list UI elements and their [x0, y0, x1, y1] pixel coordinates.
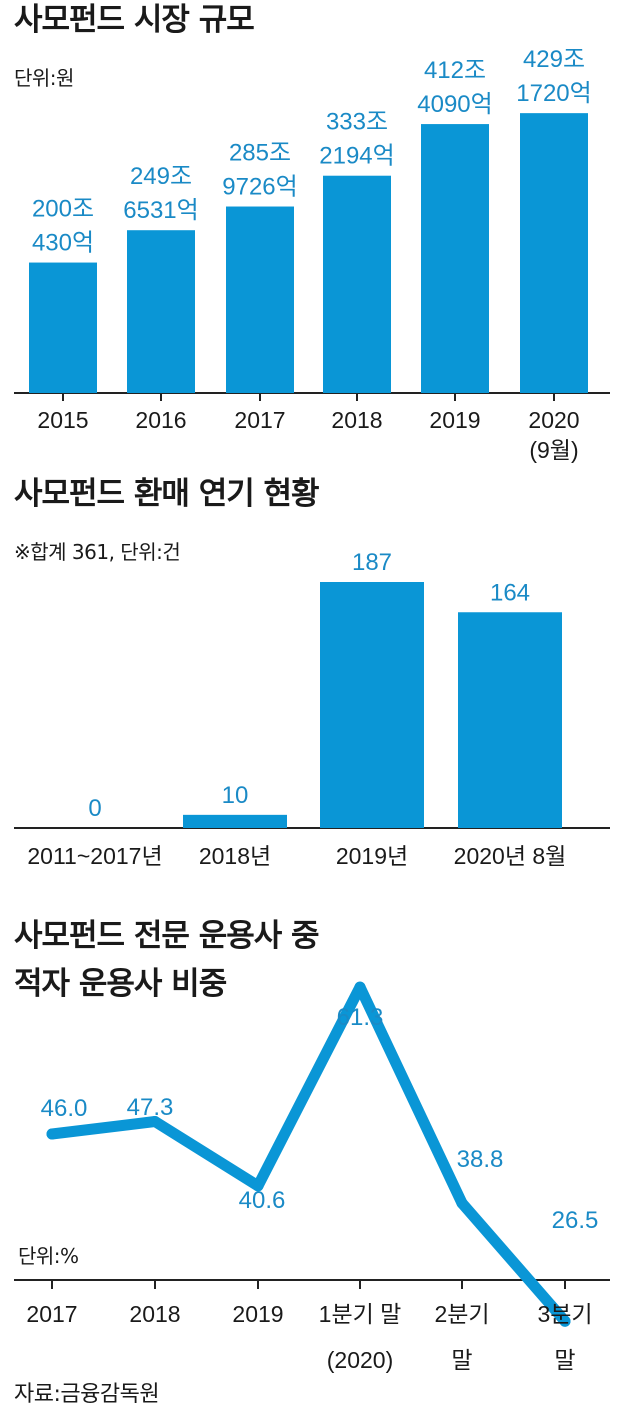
chart1-title: 사모펀드 시장 규모 [14, 2, 255, 38]
chart2-category-label-0: 2011~2017년 [27, 843, 162, 869]
chart1-category-label-2: 2017 [234, 407, 285, 433]
chart2-category-label-1: 2018년 [199, 843, 271, 869]
chart3-point-1 [149, 1116, 161, 1128]
chart2-value-label-1: 10 [222, 782, 249, 809]
chart2-value-label-3: 164 [490, 579, 530, 606]
chart1-category-label-0: 2015 [37, 407, 88, 433]
chart3-category-label-5: 말 [554, 1347, 575, 1373]
chart1-value-label-5: 429조 [523, 46, 585, 73]
chart1-value-label-4: 4090억 [417, 91, 492, 118]
chart1-bar-4 [421, 124, 489, 394]
chart1-value-label-2: 285조 [229, 140, 291, 167]
chart1-value-label-4: 412조 [424, 57, 486, 84]
chart3-point-5 [559, 1315, 571, 1327]
chart3-value-label-0: 46.0 [41, 1095, 88, 1122]
chart1-value-label-1: 249조 [130, 163, 192, 190]
chart3-category-label-1: 2018 [129, 1301, 180, 1327]
source-note: 자료:금융감독원 [14, 1382, 160, 1407]
chart3-series-line [46, 981, 571, 1327]
chart3-value-label-3: 61.3 [337, 1004, 384, 1031]
chart3-title-line2: 적자 운용사 비중 [14, 966, 227, 1002]
chart3-category-label-3: (2020) [327, 1347, 393, 1373]
chart1-bar-5 [520, 113, 588, 393]
chart2-bar-3 [458, 612, 562, 828]
chart1-bar-1 [127, 230, 195, 393]
chart3-point-2 [252, 1180, 264, 1192]
chart1-category-label-4: 2019 [429, 407, 480, 433]
chart3-point-0 [46, 1128, 58, 1140]
chart3-category-label-4: 말 [451, 1347, 472, 1373]
chart3-value-label-2: 40.6 [239, 1187, 286, 1214]
chart1-value-label-2: 9726억 [222, 174, 297, 201]
chart1-unit: 단위:원 [14, 66, 74, 90]
chart1-bar-2 [226, 206, 294, 393]
chart3-category-label-5: 3분기 [537, 1301, 592, 1327]
chart1-bar-0 [29, 262, 97, 393]
chart1-bar-3 [323, 175, 391, 393]
chart1-value-label-3: 2194억 [319, 143, 394, 170]
chart1-value-label-3: 333조 [326, 109, 388, 136]
chart1-value-label-0: 430억 [32, 230, 94, 257]
chart3-value-label-1: 47.3 [127, 1094, 174, 1121]
chart1-value-label-0: 200조 [32, 196, 94, 223]
chart2-category-label-3: 2020년 8월 [454, 843, 567, 869]
chart1-value-label-5: 1720억 [516, 80, 591, 107]
chart2-title: 사모펀드 환매 연기 현황 [14, 476, 320, 512]
chart2-bar-1 [183, 814, 287, 828]
chart1-category-label-3: 2018 [331, 407, 382, 433]
chart3-category-label-0: 2017 [26, 1301, 77, 1327]
chart1-category-label-1: 2016 [135, 407, 186, 433]
chart2-value-label-2: 187 [352, 549, 392, 576]
chart3-point-4 [456, 1197, 468, 1209]
chart3-unit: 단위:% [18, 1244, 79, 1268]
chart1-value-label-1: 6531억 [123, 197, 198, 224]
chart1-category-label-5: 2020 [528, 407, 579, 433]
chart3-category-label-2: 2019 [232, 1301, 283, 1327]
chart3-title-line1: 사모펀드 전문 운용사 중 [14, 918, 320, 954]
chart2-unit: ※합계 361, 단위:건 [14, 540, 181, 564]
chart1-category-label-5: (9월) [529, 437, 578, 463]
chart3-value-label-4: 38.8 [457, 1146, 504, 1173]
chart2-value-label-0: 0 [88, 795, 101, 822]
market-size-bar-chart: 200조 430억 2015 249조 6531억 2016 285조 9726억 2017 33… [14, 46, 610, 463]
chart3-category-label-4: 2분기 [434, 1301, 489, 1327]
chart2-category-label-2: 2019년 [336, 843, 408, 869]
chart3-category-label-3: 1분기 말 [319, 1301, 402, 1327]
chart3-point-3 [354, 981, 366, 993]
redemption-delay-bar-chart: 0 2011~2017년 10 2018년 187 2019년 164 2020년 8월 [14, 549, 610, 869]
chart3-value-label-5: 26.5 [552, 1207, 599, 1234]
chart2-bar-2 [320, 582, 424, 828]
